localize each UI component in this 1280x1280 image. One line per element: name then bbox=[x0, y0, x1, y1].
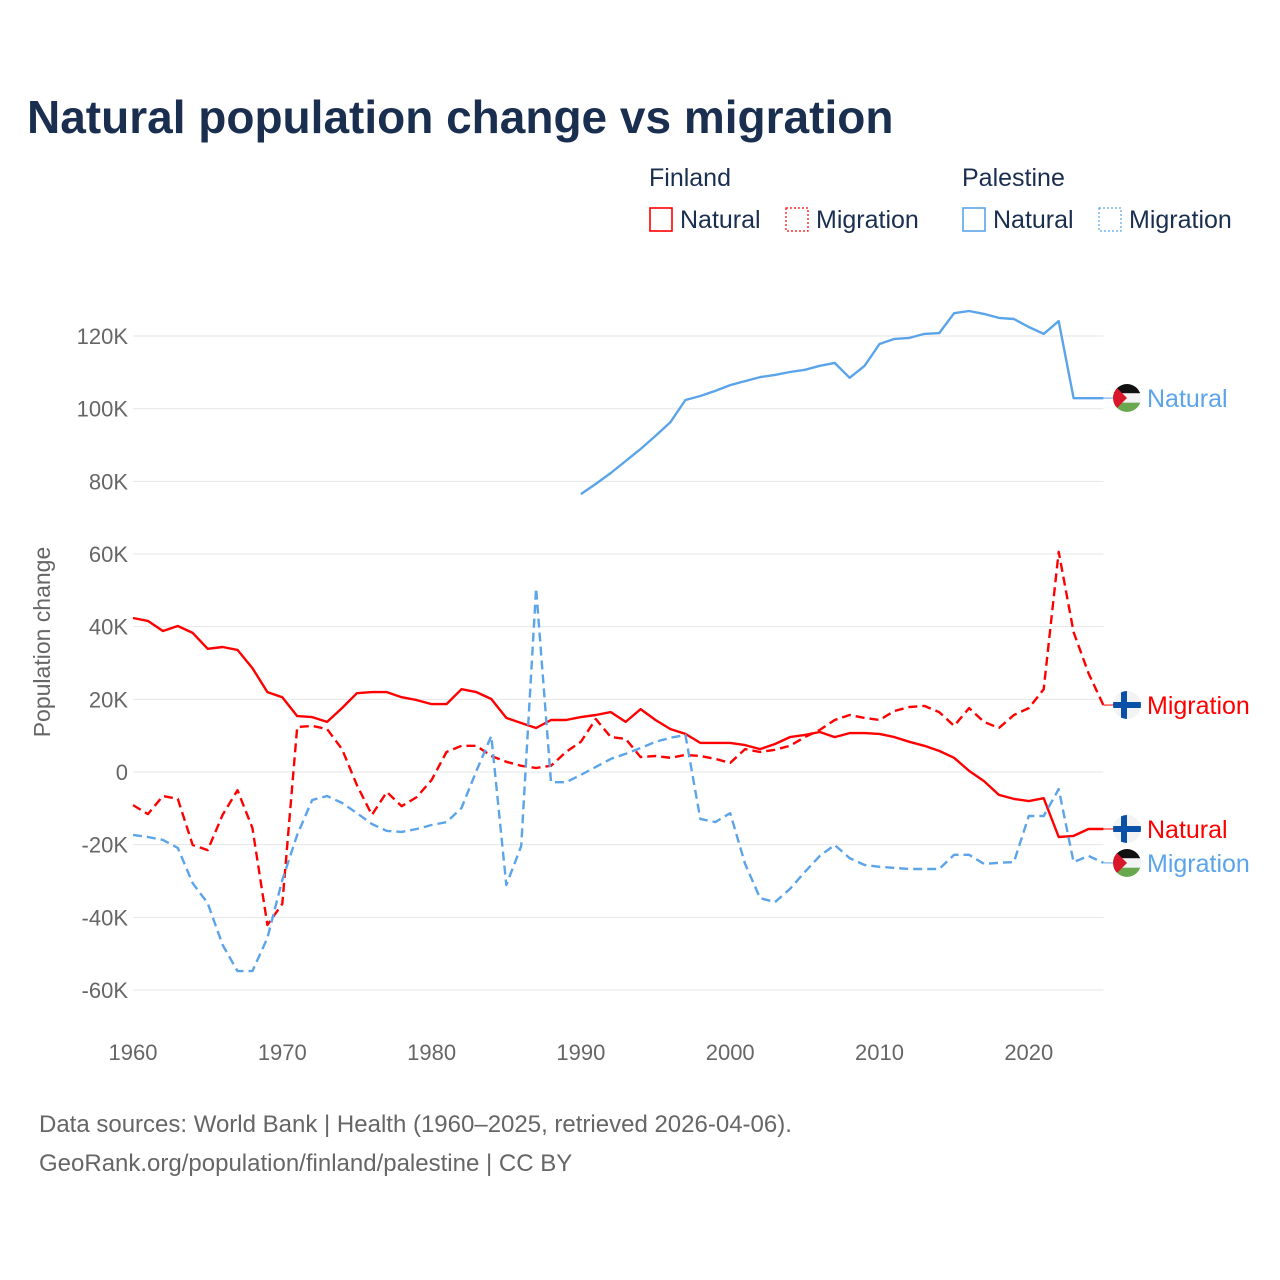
flag-body bbox=[1113, 815, 1141, 843]
series-line-finland-natural bbox=[132, 616, 1104, 839]
footer-credit[interactable]: GeoRank.org/population/finland/palestine… bbox=[39, 1150, 572, 1177]
end-label-finland-migration: Migration bbox=[1103, 691, 1250, 720]
palestine-flag-icon bbox=[1113, 849, 1141, 877]
flag-cross-v bbox=[1121, 691, 1127, 719]
legend: Finland Natural Migration Palestine Natural M… bbox=[649, 164, 1232, 234]
y-tick-label: 80K bbox=[89, 469, 128, 494]
chart-title: Natural population change vs migration bbox=[27, 91, 893, 143]
x-tick-label: 1970 bbox=[258, 1040, 307, 1065]
y-tick-label: 120K bbox=[77, 324, 129, 349]
y-tick-label: 100K bbox=[77, 397, 129, 422]
legend-item-palestine-natural[interactable]: Natural bbox=[962, 206, 1074, 234]
end-label-finland-natural: Natural bbox=[1103, 815, 1228, 844]
flag-stripe-black bbox=[1113, 384, 1141, 394]
y-tick-label: 60K bbox=[89, 542, 128, 567]
legend-swatch bbox=[649, 207, 673, 232]
footer-source: Data sources: World Bank | Health (1960–… bbox=[39, 1111, 792, 1138]
y-axis-label: Population change bbox=[29, 547, 55, 738]
x-tick-label: 2020 bbox=[1004, 1040, 1053, 1065]
series-line-palestine-migration bbox=[132, 587, 1104, 973]
flag-body bbox=[1113, 849, 1141, 877]
x-tick-label: 1990 bbox=[556, 1040, 605, 1065]
x-tick-label: 2010 bbox=[855, 1040, 904, 1065]
flag-cross-v bbox=[1121, 815, 1127, 843]
flag-stripe-green bbox=[1113, 867, 1141, 877]
x-tick-label: 1980 bbox=[407, 1040, 456, 1065]
legend-label: Migration bbox=[816, 206, 919, 234]
series-lines bbox=[132, 309, 1105, 973]
series-line-finland-migration bbox=[132, 550, 1105, 927]
y-tick-label: -60K bbox=[82, 978, 129, 1003]
x-tick-label: 1960 bbox=[109, 1040, 158, 1065]
legend-label: Natural bbox=[680, 206, 761, 234]
legend-group-palestine: Palestine bbox=[962, 164, 1065, 192]
end-label-palestine-migration: Migration bbox=[1103, 849, 1250, 878]
legend-group-finland: Finland bbox=[649, 164, 731, 192]
flag-triangle bbox=[1113, 849, 1127, 877]
flag-triangle bbox=[1113, 384, 1127, 412]
finland-flag-icon bbox=[1113, 691, 1141, 719]
end-label-text: Migration bbox=[1147, 692, 1250, 720]
end-labels: Natural Migration Natural Migration bbox=[1103, 384, 1250, 878]
legend-label: Natural bbox=[993, 206, 1074, 234]
flag-body bbox=[1113, 384, 1141, 412]
flag-stripe-black bbox=[1113, 849, 1141, 859]
palestine-flag-icon bbox=[1113, 384, 1141, 412]
x-tick-label: 2000 bbox=[706, 1040, 755, 1065]
flag-stripe-green bbox=[1113, 402, 1141, 412]
end-label-palestine-natural: Natural bbox=[1103, 384, 1228, 413]
y-tick-label: 0 bbox=[116, 760, 128, 785]
finland-flag-icon bbox=[1113, 815, 1141, 843]
y-axis-ticks: -60K -40K -20K 0 20K 40K 60K 80K 100K 120K bbox=[77, 324, 129, 1003]
legend-label: Migration bbox=[1129, 206, 1232, 234]
y-tick-label: 40K bbox=[89, 615, 128, 640]
end-label-text: Migration bbox=[1147, 850, 1250, 878]
series-line-palestine-natural bbox=[580, 309, 1104, 496]
legend-item-finland-migration[interactable]: Migration bbox=[785, 206, 919, 234]
y-tick-label: -20K bbox=[82, 833, 129, 858]
legend-swatch bbox=[785, 207, 809, 232]
end-label-text: Natural bbox=[1147, 816, 1228, 844]
gridlines bbox=[133, 335, 1104, 991]
legend-swatch bbox=[1098, 207, 1122, 232]
legend-item-finland-natural[interactable]: Natural bbox=[649, 206, 761, 234]
y-tick-label: 20K bbox=[89, 687, 128, 712]
legend-swatch bbox=[962, 207, 986, 232]
y-tick-label: -40K bbox=[82, 905, 129, 930]
end-label-text: Natural bbox=[1147, 385, 1228, 413]
legend-item-palestine-migration[interactable]: Migration bbox=[1098, 206, 1232, 234]
x-axis-ticks: 1960 1970 1980 1990 2000 2010 2020 bbox=[109, 1040, 1054, 1065]
flag-body bbox=[1113, 691, 1141, 719]
